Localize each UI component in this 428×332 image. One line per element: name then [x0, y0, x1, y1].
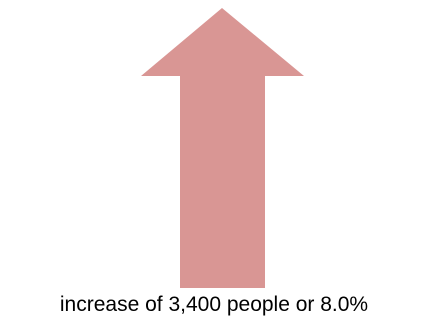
caption-text: increase of 3,400 people or 8.0%	[59, 293, 369, 316]
arrow-graphic	[141, 8, 304, 288]
up-arrow-icon	[141, 8, 304, 288]
up-arrow-shape	[141, 8, 304, 288]
